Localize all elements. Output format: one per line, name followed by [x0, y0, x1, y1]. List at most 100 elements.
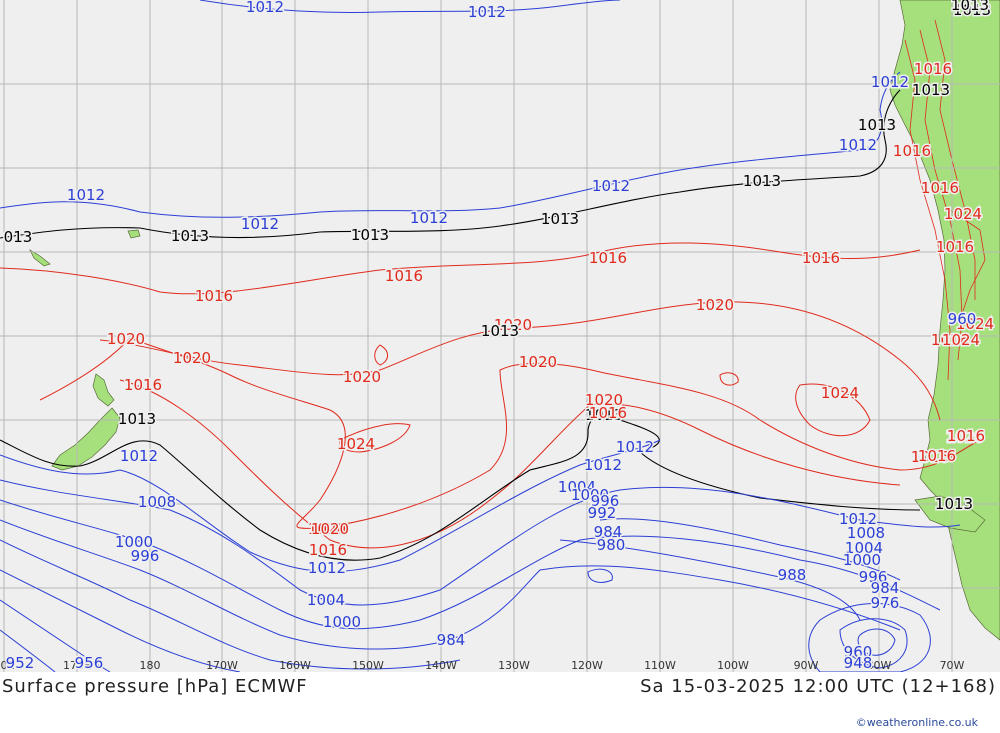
- isobar-value-label: 1016: [918, 447, 956, 465]
- isobar-value-label: 1020: [494, 316, 532, 334]
- isobar-value-label: 1012: [468, 3, 506, 21]
- isobar-value-label: 1016: [914, 60, 952, 78]
- coordinate-grid: [0, 0, 1000, 672]
- isobar-value-label: 1000: [571, 486, 609, 504]
- isobar-value-label: 1012: [839, 136, 877, 154]
- isobar-value-label: 1012: [616, 438, 654, 456]
- new-zealand-north-island: [92, 373, 115, 407]
- isobar-value-label: 1004: [307, 591, 345, 609]
- longitude-labels: 60E 170E 180 170W 160W 150W 140W 130W 120W 110W 10…: [0, 659, 965, 672]
- isobar-value-label: 1020: [946, 428, 984, 446]
- longitude-label: 130W: [498, 659, 530, 672]
- longitude-label: 180: [140, 659, 161, 672]
- longitude-label: 120W: [571, 659, 603, 672]
- isobar-value-label: 1012: [67, 186, 105, 204]
- isobar-value-label: 1020: [173, 349, 211, 367]
- isobar-value-label: 1013: [858, 116, 896, 134]
- new-zealand-south-island: [51, 407, 121, 471]
- isobar-value-label: 988: [778, 566, 807, 584]
- isobar-value-label: 1008: [138, 493, 176, 511]
- isobar-value-label: 996: [131, 547, 160, 565]
- isobar-value-label: 1016: [309, 541, 347, 559]
- longitude-label: 160W: [279, 659, 311, 672]
- isobar-value-label: 1013: [585, 406, 623, 424]
- isobar-value-label: 1013: [953, 1, 991, 19]
- isobar-value-label: 1016: [921, 179, 959, 197]
- isobar-value-label: 1016: [589, 249, 627, 267]
- isobar-labels: 1012 1012 10131016101310131016101310121016…: [2, 0, 995, 672]
- isobar-value-label: 1013: [481, 322, 519, 340]
- isobar-value-label: 980: [597, 536, 626, 554]
- isobar-value-label: 1012: [308, 559, 346, 577]
- isobar-value-label: 1020: [696, 296, 734, 314]
- longitude-label: 90W: [794, 659, 819, 672]
- isobar-value-label: 1008: [847, 524, 885, 542]
- isobar-value-label: 1016: [931, 331, 969, 349]
- credit-link[interactable]: ©weatheronline.co.uk: [855, 716, 978, 729]
- isobar-value-label: 948: [844, 654, 873, 672]
- isobar-value-label: 1020: [585, 391, 623, 409]
- isobar-value-label: 1016: [936, 238, 974, 256]
- isobar-value-label: 1024: [821, 384, 859, 402]
- andes-contours: [904, 19, 986, 381]
- isobar-value-label: 1012: [584, 456, 622, 474]
- isobar-value-label: 1013: [118, 410, 156, 428]
- longitude-label: 140W: [425, 659, 457, 672]
- isobar-value-label: 1013: [951, 0, 989, 14]
- isobar-value-label: 1013: [351, 226, 389, 244]
- longitude-label: 170E: [63, 659, 91, 672]
- isobar-value-label: 1024: [337, 435, 375, 453]
- tierra-del-fuego-land: [914, 495, 986, 533]
- isobar-value-label: 1016: [195, 287, 233, 305]
- longitude-label: 110W: [644, 659, 676, 672]
- pressure-map: 60E 170E 180 170W 160W 150W 140W 130W 120W 110W 10…: [0, 0, 1000, 672]
- isobar-value-label: 1016: [309, 541, 347, 559]
- isobar-value-label: 1020: [311, 520, 349, 538]
- isobar-value-label: 013: [4, 228, 33, 246]
- isobar-value-label: 956: [75, 654, 104, 672]
- isobar-value-label: 1013: [935, 495, 973, 513]
- isobar-value-label: 1012: [839, 510, 877, 528]
- isobar-value-label: 1020: [519, 353, 557, 371]
- isobar-value-label: 1016: [802, 249, 840, 267]
- standard-isobar-1013: [0, 89, 921, 561]
- longitude-label: 60E: [0, 659, 15, 672]
- longitude-label: 100W: [717, 659, 749, 672]
- isobar-value-label: 1012: [246, 0, 284, 16]
- isobar-value-label: 1016: [124, 376, 162, 394]
- isobar-value-label: 984: [594, 523, 623, 541]
- isobar-value-label: 1024: [942, 331, 980, 349]
- isobar-value-label: 1004: [845, 539, 883, 557]
- isobar-value-label: 1016: [893, 142, 931, 160]
- isobar-value-label: 992: [588, 504, 617, 522]
- isobar-value-label: 952: [6, 654, 35, 672]
- isobar-value-label: 1000: [843, 551, 881, 569]
- chart-title: Surface pressure [hPa] ECMWF: [2, 676, 308, 697]
- isobar-value-label: 1020: [107, 330, 145, 348]
- longitude-label: 70W: [940, 659, 965, 672]
- isobar-value-label: 976: [871, 594, 900, 612]
- isobar-value-label: 1000: [115, 533, 153, 551]
- isobar-value-label: 1016: [385, 267, 423, 285]
- high-pressure-isobars: [0, 242, 981, 549]
- longitude-label: 170W: [206, 659, 238, 672]
- isobar-value-label: 1016: [589, 404, 627, 422]
- isobar-value-label: 960: [844, 643, 873, 661]
- isobar-value-label: 1004: [558, 478, 596, 496]
- isobar-value-label: 1013: [171, 227, 209, 245]
- isobar-value-label: 1016: [947, 427, 985, 445]
- isobar-value-label: 1012: [592, 177, 630, 195]
- isobar-value-label: 1012: [120, 447, 158, 465]
- fiji-land: [127, 229, 141, 239]
- isobar-value-label: 1012: [871, 73, 909, 91]
- isobar-value-label: 1013: [912, 81, 950, 99]
- isobar-value-label: 996: [591, 492, 620, 510]
- isobar-value-label: 1000: [323, 613, 361, 631]
- valid-time: Sa 15-03-2025 12:00 UTC (12+168): [640, 676, 996, 697]
- longitude-label: 150W: [352, 659, 384, 672]
- isobar-value-label: 1016: [911, 448, 949, 466]
- isobar-value-label: 984: [871, 579, 900, 597]
- isobar-value-label: 996: [859, 568, 888, 586]
- isobar-value-label: 1012: [410, 209, 448, 227]
- isobar-value-label: 1020: [308, 520, 346, 538]
